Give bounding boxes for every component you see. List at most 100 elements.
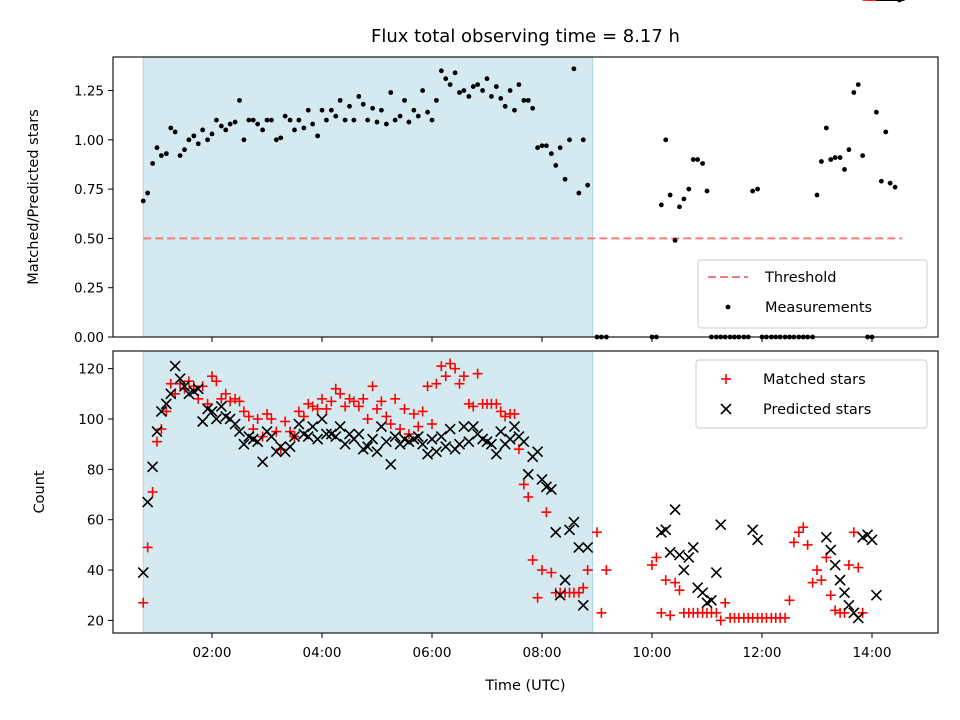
matched-star-point: [463, 398, 474, 409]
predicted-star-point: [178, 380, 191, 392]
measurement-point: [892, 184, 898, 190]
measurement-point: [140, 198, 146, 204]
predicted-star-point: [197, 415, 209, 428]
measurement-point: [273, 137, 279, 143]
measurement-point: [209, 131, 215, 137]
predicted-star-point: [252, 436, 264, 448]
predicted-star-point: [192, 383, 204, 395]
predicted-star-point: [458, 420, 470, 433]
predicted-star-point: [367, 433, 379, 445]
matched-star-point: [408, 408, 419, 419]
matched-star-point: [843, 560, 854, 571]
measurement-point: [172, 129, 178, 135]
measurement-point: [828, 157, 834, 162]
matched-star-point: [238, 406, 249, 417]
measurement-point: [282, 113, 288, 119]
measurement-point: [150, 161, 156, 166]
matched-star-point: [413, 421, 424, 432]
measurement-point: [489, 94, 494, 99]
measurement-point: [457, 90, 462, 95]
measurement-point: [397, 113, 403, 119]
matched-star-point: [660, 575, 671, 586]
x-tick-label: 14:00: [853, 645, 892, 661]
measurement-point: [443, 76, 449, 82]
measurement-point: [571, 66, 577, 72]
measurement-point: [269, 117, 274, 123]
predicted-star-point: [843, 599, 855, 611]
y-tick-label: 120: [78, 362, 104, 378]
matched-star-point: [674, 585, 685, 596]
legend-predicted-label: Predicted stars: [763, 402, 871, 418]
matched-star-point: [422, 381, 433, 392]
matched-star-point: [175, 378, 186, 389]
measurement-point: [466, 94, 472, 99]
matched-star-point: [491, 398, 502, 409]
predicted-star-point: [151, 426, 163, 438]
matched-star-point: [472, 368, 483, 379]
matched-star-point: [330, 383, 341, 394]
measurement-point: [447, 82, 453, 88]
matched-star-point: [509, 408, 520, 419]
matched-star-point: [500, 411, 511, 422]
matched-star-point: [362, 413, 373, 424]
predicted-star-point: [389, 431, 401, 443]
matched-star-point: [848, 527, 859, 538]
ratio-y-ticks: 0.00 0.25 0.50 0.75 1.00 1.25: [74, 84, 113, 346]
matched-star-point: [266, 413, 277, 424]
predicted-star-point: [422, 448, 434, 460]
predicted-star-point: [829, 559, 841, 571]
legend-predicted-swatch: [720, 403, 732, 415]
matched-star-point: [348, 396, 359, 407]
matched-star-point: [596, 607, 607, 618]
predicted-star-point: [312, 433, 324, 445]
measurement-point: [205, 137, 211, 143]
matched-star-point: [367, 381, 378, 392]
measurement-point: [567, 137, 572, 143]
measurement-point: [250, 117, 256, 123]
measurement-point: [677, 204, 682, 210]
matched-star-point: [601, 565, 612, 576]
measurement-point: [883, 129, 889, 135]
predicted-star-point: [426, 433, 438, 445]
measurement-point: [374, 119, 380, 125]
measurement-point: [663, 137, 669, 143]
matched-star-point: [450, 363, 461, 374]
measurement-point: [301, 125, 307, 131]
measurement-point: [498, 96, 504, 101]
predicted-star-point: [210, 413, 222, 425]
predicted-star-point: [453, 438, 466, 450]
measurement-point: [305, 107, 311, 113]
matched-star-point: [234, 396, 245, 407]
time-x-ticks: 02:00 04:00 06:00 08:00 10:00 12:00 14:00: [193, 633, 892, 661]
measurement-point: [832, 155, 838, 160]
predicted-star-point: [174, 373, 186, 385]
predicted-star-point: [417, 438, 429, 450]
matched-star-point: [793, 527, 804, 538]
measurement-point: [814, 192, 820, 198]
measurement-point: [842, 166, 847, 172]
measurement-point: [351, 117, 357, 123]
measurement-point: [837, 155, 843, 160]
predicted-star-point: [508, 420, 521, 433]
predicted-star-point: [715, 519, 727, 531]
matched-star-point: [647, 560, 657, 571]
matched-star-point: [376, 396, 387, 407]
measurement-point: [530, 105, 536, 111]
predicted-star-point: [440, 441, 452, 453]
predicted-star-point: [288, 431, 301, 443]
measurement-point: [755, 186, 760, 192]
predicted-star-point: [752, 534, 764, 546]
matched-star-point: [807, 577, 818, 588]
matched-star-point: [353, 401, 364, 412]
measurement-points: [140, 0, 902, 340]
x-tick-label: 12:00: [743, 645, 782, 661]
matched-star-point: [523, 492, 534, 503]
measurement-point: [379, 107, 384, 113]
predicted-star-point: [866, 534, 878, 546]
predicted-star-point: [518, 436, 530, 448]
measurement-point: [425, 109, 430, 115]
predicted-star-point: [375, 420, 387, 433]
matched-star-point: [399, 403, 410, 414]
predicted-stars-points: [137, 0, 905, 624]
